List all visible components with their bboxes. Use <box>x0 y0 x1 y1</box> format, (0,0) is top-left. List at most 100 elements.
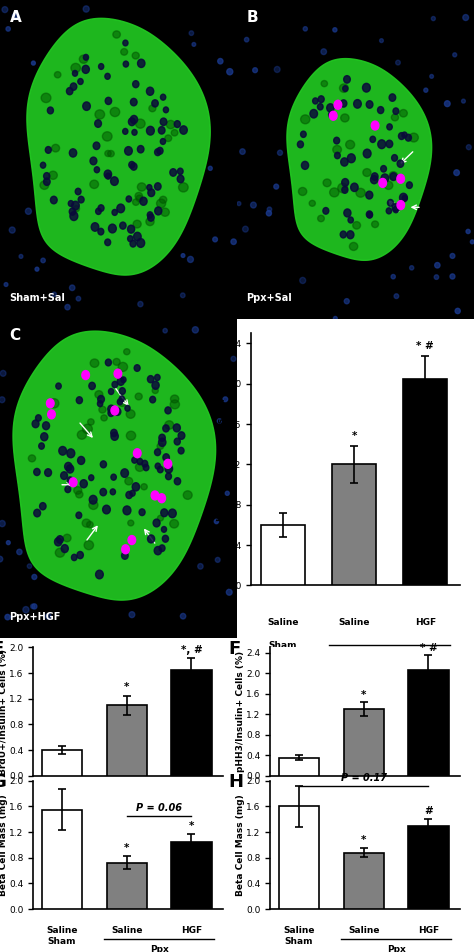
Ellipse shape <box>387 200 393 207</box>
Ellipse shape <box>137 146 144 153</box>
Ellipse shape <box>47 107 54 114</box>
Ellipse shape <box>70 83 77 90</box>
Ellipse shape <box>338 184 347 192</box>
Ellipse shape <box>78 196 84 203</box>
Ellipse shape <box>132 483 139 491</box>
Ellipse shape <box>112 382 118 387</box>
Bar <box>172 842 211 909</box>
Ellipse shape <box>333 316 337 321</box>
Ellipse shape <box>450 253 455 258</box>
Ellipse shape <box>347 230 354 239</box>
Ellipse shape <box>50 196 57 204</box>
Bar <box>42 750 82 776</box>
Ellipse shape <box>111 474 116 480</box>
Ellipse shape <box>301 161 309 169</box>
Ellipse shape <box>95 109 105 119</box>
Ellipse shape <box>341 158 348 167</box>
Ellipse shape <box>170 400 180 408</box>
Ellipse shape <box>125 406 130 411</box>
Text: E: E <box>0 640 4 658</box>
Text: Saline: Saline <box>283 793 315 802</box>
Ellipse shape <box>158 494 165 503</box>
Text: B: B <box>246 10 258 25</box>
Ellipse shape <box>431 16 435 21</box>
Ellipse shape <box>147 185 152 190</box>
Ellipse shape <box>157 515 164 521</box>
Ellipse shape <box>106 173 111 179</box>
Ellipse shape <box>318 215 324 222</box>
Ellipse shape <box>98 228 104 235</box>
Text: Saline: Saline <box>348 793 379 802</box>
Ellipse shape <box>28 455 36 462</box>
Ellipse shape <box>157 148 163 154</box>
Ellipse shape <box>128 118 136 126</box>
Ellipse shape <box>215 557 220 563</box>
Ellipse shape <box>162 535 169 543</box>
Ellipse shape <box>141 484 147 490</box>
Ellipse shape <box>88 419 94 425</box>
Ellipse shape <box>32 604 37 609</box>
Ellipse shape <box>49 399 59 408</box>
Ellipse shape <box>409 133 419 142</box>
Ellipse shape <box>155 448 161 456</box>
Ellipse shape <box>174 121 181 128</box>
Bar <box>332 465 376 585</box>
Ellipse shape <box>66 88 73 95</box>
Ellipse shape <box>340 100 347 108</box>
Ellipse shape <box>41 433 48 441</box>
Ellipse shape <box>177 169 183 174</box>
Bar <box>409 670 448 776</box>
Ellipse shape <box>318 96 324 103</box>
Y-axis label: Ki67+/Insulin+ Cells (%): Ki67+/Insulin+ Cells (%) <box>217 398 226 521</box>
Ellipse shape <box>41 258 46 263</box>
Ellipse shape <box>110 177 118 186</box>
Ellipse shape <box>120 222 126 229</box>
Ellipse shape <box>163 328 167 333</box>
Ellipse shape <box>12 13 18 19</box>
Ellipse shape <box>137 239 145 248</box>
Ellipse shape <box>372 221 379 228</box>
Ellipse shape <box>179 183 188 192</box>
Ellipse shape <box>354 100 361 109</box>
Ellipse shape <box>140 197 147 206</box>
Ellipse shape <box>133 81 139 88</box>
Ellipse shape <box>462 99 465 103</box>
Ellipse shape <box>95 390 103 398</box>
Ellipse shape <box>30 605 35 608</box>
Ellipse shape <box>450 274 455 279</box>
Ellipse shape <box>39 503 46 510</box>
Ellipse shape <box>397 160 404 168</box>
Text: Saline: Saline <box>46 793 78 802</box>
Text: * #: * # <box>417 342 434 351</box>
Ellipse shape <box>121 552 128 560</box>
Ellipse shape <box>130 98 137 106</box>
Text: Sham: Sham <box>47 938 76 946</box>
Ellipse shape <box>180 126 187 134</box>
Ellipse shape <box>435 263 440 268</box>
Ellipse shape <box>128 236 133 242</box>
Ellipse shape <box>66 465 74 473</box>
Ellipse shape <box>349 243 358 250</box>
Ellipse shape <box>82 519 91 527</box>
Text: HGF: HGF <box>181 793 202 802</box>
Ellipse shape <box>470 240 474 244</box>
Ellipse shape <box>394 294 399 299</box>
Ellipse shape <box>105 97 112 105</box>
Ellipse shape <box>90 157 97 165</box>
Text: Saline: Saline <box>46 926 78 935</box>
Ellipse shape <box>157 443 164 449</box>
Ellipse shape <box>78 456 85 465</box>
Ellipse shape <box>154 546 162 555</box>
Ellipse shape <box>162 526 166 532</box>
Ellipse shape <box>76 397 82 404</box>
Ellipse shape <box>333 146 341 154</box>
Ellipse shape <box>40 181 49 189</box>
Bar <box>279 758 319 776</box>
Ellipse shape <box>32 574 37 580</box>
Ellipse shape <box>113 359 120 366</box>
Ellipse shape <box>121 468 128 477</box>
Ellipse shape <box>318 104 323 109</box>
Ellipse shape <box>123 506 131 515</box>
Text: Sham+Sal: Sham+Sal <box>9 293 65 303</box>
Ellipse shape <box>89 501 98 509</box>
